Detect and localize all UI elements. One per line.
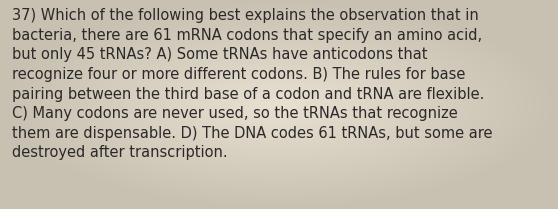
Text: 37) Which of the following best explains the observation that in
bacteria, there: 37) Which of the following best explains… [12, 8, 493, 160]
